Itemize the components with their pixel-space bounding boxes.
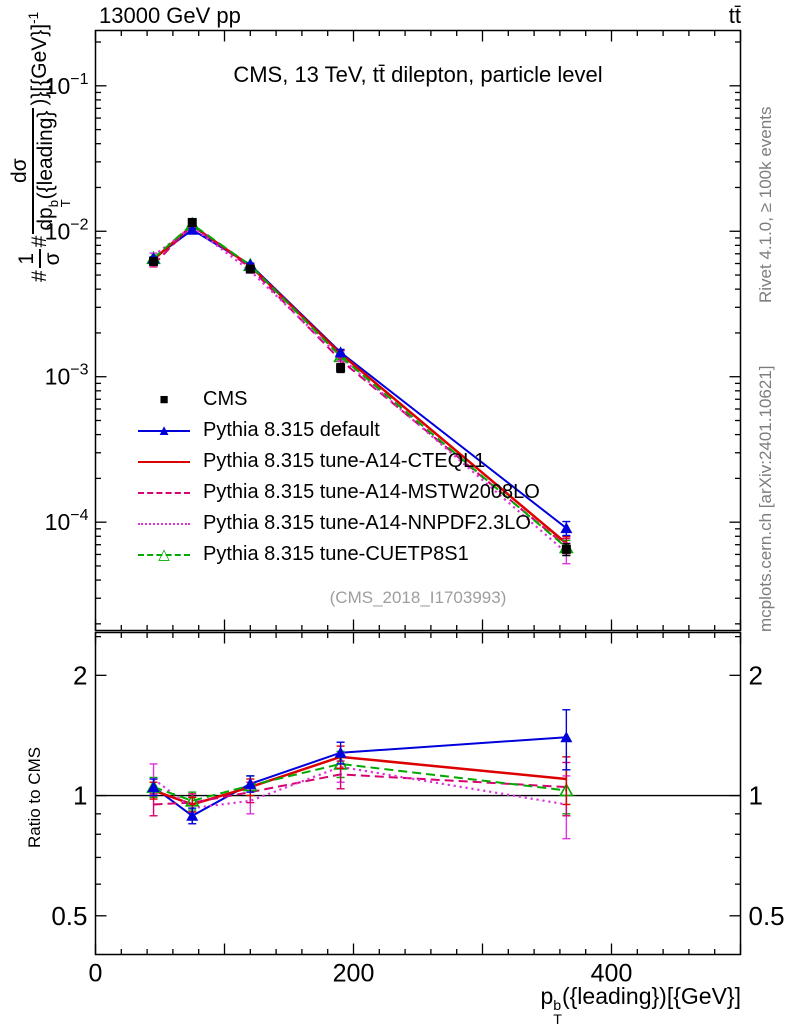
data-point xyxy=(334,746,347,758)
main-frame xyxy=(94,29,742,632)
svg-text:0.5: 0.5 xyxy=(51,901,87,931)
series-line xyxy=(153,755,567,806)
svg-text:2: 2 xyxy=(749,660,763,690)
ylabel-hash-open: # xyxy=(27,270,51,282)
triangle-open-marker-icon: △ xyxy=(158,545,170,563)
legend-line-sample xyxy=(138,429,190,432)
mcplots-watermark: mcplots.cern.ch [arXiv:2401.10621] xyxy=(756,365,775,632)
data-point xyxy=(334,346,347,358)
legend-item: ▲ Pythia 8.315 default xyxy=(138,415,540,446)
series-line xyxy=(152,223,567,549)
svg-text:0: 0 xyxy=(89,960,103,988)
legend-label: Pythia 8.315 default xyxy=(203,419,380,441)
data-point xyxy=(149,256,159,266)
fraction-numerator: 1 xyxy=(15,249,42,269)
legend-label: Pythia 8.315 tune-CUETP8S1 xyxy=(203,543,469,565)
svg-text:10−2: 10−2 xyxy=(45,216,89,244)
plot-title: CMS, 13 TeV, tt̄ dilepton, particle leve… xyxy=(233,62,603,87)
legend-sample-dotted-line xyxy=(138,513,190,535)
svg-text:200: 200 xyxy=(333,960,375,988)
svg-text:10−4: 10−4 xyxy=(45,507,89,535)
legend-line-sample xyxy=(138,460,190,463)
legend-sample-square-filled: ■ xyxy=(138,389,190,411)
svg-text:1: 1 xyxy=(73,781,87,811)
analysis-id-label: (CMS_2018_I1703993) xyxy=(329,588,507,607)
fraction-numerator: dσ xyxy=(8,107,34,234)
ylabel-units: )}[{GeV}] xyxy=(27,23,51,106)
beam-energy-label: 13000 GeV pp xyxy=(99,3,241,28)
axis-ticks xyxy=(94,30,742,955)
series-line xyxy=(152,736,567,817)
data-point xyxy=(186,223,199,235)
svg-text:10−3: 10−3 xyxy=(45,362,89,390)
ratio-y-axis-label: Ratio to CMS xyxy=(25,746,44,848)
legend-line-sample xyxy=(138,491,190,494)
legend-label: CMS xyxy=(203,388,248,410)
svg-text:1: 1 xyxy=(749,781,763,811)
x-axis-label: p b T ({leading})[{GeV}] xyxy=(540,983,741,1024)
data-point xyxy=(147,781,160,793)
svg-text:10−1: 10−1 xyxy=(45,71,89,99)
data-point xyxy=(244,777,257,789)
process-label: tt̄ xyxy=(728,3,741,28)
legend-item: △ Pythia 8.315 tune-CUETP8S1 xyxy=(138,539,540,570)
svg-text:0.5: 0.5 xyxy=(749,901,785,931)
legend-label: Pythia 8.315 tune-A14-CTEQL1 xyxy=(203,450,486,472)
square-filled-marker-icon: ■ xyxy=(159,390,169,408)
legend-label: Pythia 8.315 tune-A14-NNPDF2.3LO xyxy=(203,512,531,534)
legend-sample-solid-line xyxy=(138,451,190,473)
svg-text:2: 2 xyxy=(73,660,87,690)
legend-item: Pythia 8.315 tune-A14-MSTW2008LO xyxy=(138,477,540,508)
legend: ■ CMS ▲ Pythia 8.315 default Pythia 8.315 tu… xyxy=(138,384,540,570)
svg-text:400: 400 xyxy=(591,960,633,988)
legend-item: ■ CMS xyxy=(138,384,540,415)
legend-sample-triangle-open: △ xyxy=(138,544,190,566)
fraction-denominator: dp b T ({leading} xyxy=(34,110,74,231)
series-line xyxy=(153,773,567,806)
legend-item: Pythia 8.315 tune-A14-NNPDF2.3LO xyxy=(138,508,540,539)
ylabel-units-exponent: -1 xyxy=(25,11,41,24)
data-point xyxy=(336,363,346,373)
legend-sample-dashed-line xyxy=(138,482,190,504)
data-point xyxy=(560,731,573,743)
legend-line-sample xyxy=(138,553,190,556)
ylabel-hash-close: # xyxy=(27,235,51,248)
ylabel-fraction-dsigma-dpt: dσ dp b T ({leading} xyxy=(8,107,74,234)
rivet-version-watermark: Rivet 4.1.0, ≥ 100k events xyxy=(756,106,775,303)
ratio-frame xyxy=(94,631,742,956)
legend-line-sample xyxy=(138,522,190,525)
legend-item: Pythia 8.315 tune-A14-CTEQL1 xyxy=(138,446,540,477)
data-point xyxy=(560,522,573,534)
legend-sample-triangle-filled: ▲ xyxy=(138,420,190,442)
triangle-filled-marker-icon: ▲ xyxy=(156,421,172,439)
data-point xyxy=(561,544,571,554)
data-point xyxy=(245,264,255,274)
fraction-denominator: σ xyxy=(41,252,65,266)
legend-label: Pythia 8.315 tune-A14-MSTW2008LO xyxy=(203,481,540,503)
data-point xyxy=(186,809,199,821)
main-y-axis-label: #1 σ # dσ dp b T ({leading})}[{GeV}]-1 xyxy=(8,12,73,282)
axis-tick-labels: 0 200 400 10−1 10−2 10−3 10−4 0.5 0.5 1 1 2 2 xyxy=(45,71,785,988)
data-point xyxy=(187,217,197,227)
